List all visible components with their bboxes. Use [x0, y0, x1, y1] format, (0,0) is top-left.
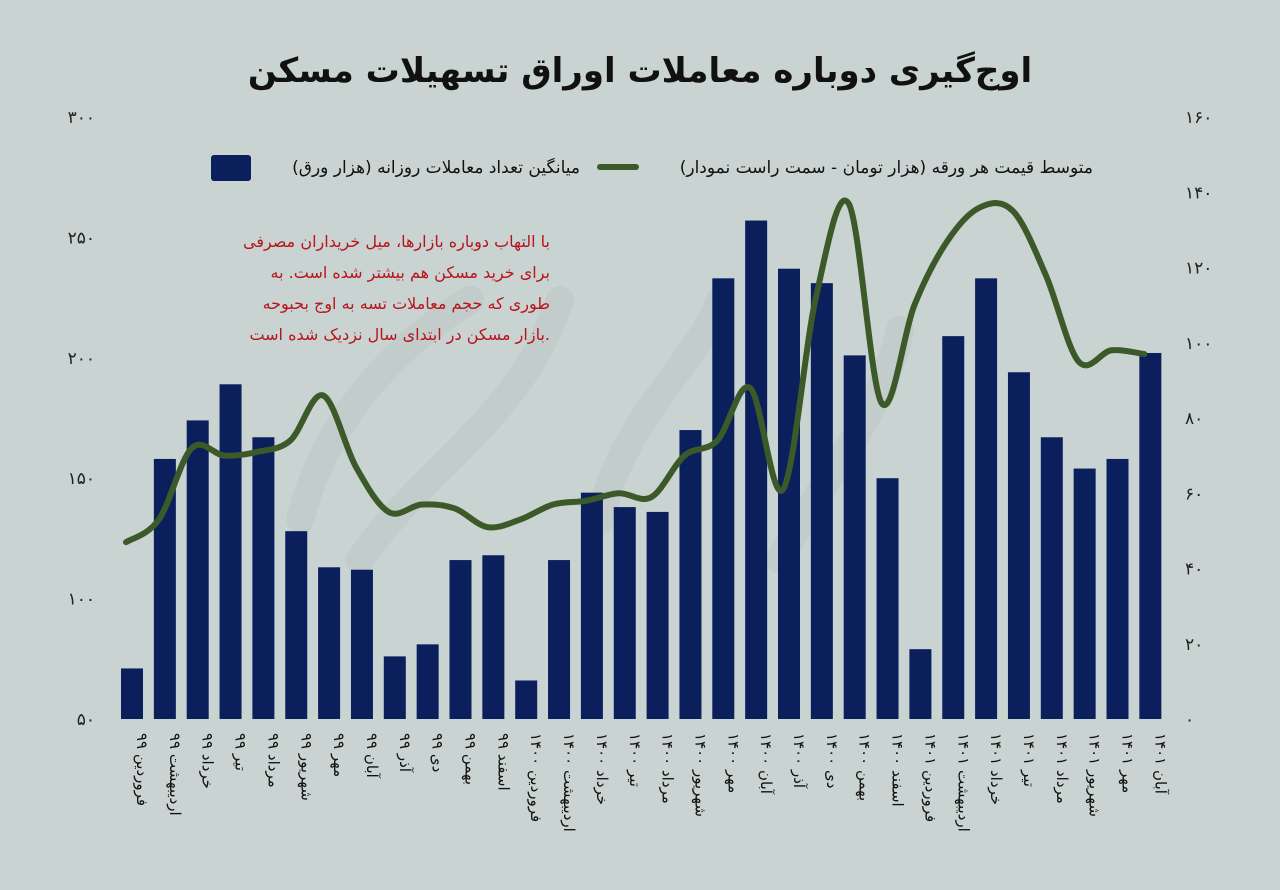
x-tick-label: فروردین ۱۴۰۰ [527, 733, 545, 822]
left-axis-ticks: ۵۰ ۱۰۰ ۱۵۰ ۲۰۰ ۲۵۰ ۳۰۰ [68, 108, 95, 730]
annotation-line: برای خرید مسکن هم بیشتر شده است. به [271, 263, 550, 283]
x-tick-label: اردیبهشت ۹۹ [166, 733, 184, 816]
legend-bar-swatch [211, 155, 251, 181]
right-tick-label: ۲۰ [1185, 635, 1203, 655]
annotation-line: با التهاب دوباره بازارها، میل خریداران م… [243, 232, 550, 252]
annotation-line: بازار مسکن در ابتدای سال نزدیک شده است. [249, 325, 550, 345]
left-tick-label: ۲۰۰ [68, 349, 95, 369]
bar [219, 384, 242, 719]
bar [285, 531, 308, 719]
left-tick-label: ۳۰۰ [68, 108, 95, 128]
price-line [123, 197, 1148, 546]
x-tick-label: خرداد ۹۹ [199, 733, 217, 789]
bar [712, 278, 735, 719]
bar [778, 268, 800, 719]
x-tick-label: مرداد ۱۴۰۱ [1053, 733, 1071, 804]
bar [745, 220, 768, 719]
bar [909, 649, 932, 719]
watermark-logo [286, 286, 914, 574]
left-tick-label: ۵۰ [77, 710, 95, 730]
bar [1139, 352, 1162, 719]
left-tick-label: ۱۵۰ [68, 469, 95, 489]
watermark [286, 286, 914, 574]
bar [121, 668, 143, 719]
x-tick-label: تیر ۹۹ [232, 733, 250, 771]
x-tick-label: مهر ۱۴۰۰ [724, 733, 742, 793]
bar [843, 355, 866, 719]
bar [548, 560, 571, 719]
x-tick-label: مرداد ۱۴۰۰ [659, 733, 677, 804]
x-tick-label: تیر ۱۴۰۱ [1020, 733, 1038, 787]
bar [186, 420, 209, 719]
x-axis-labels: فروردین ۹۹ اردیبهشت ۹۹ خرداد ۹۹ تیر ۹۹ مرداد… [133, 733, 1169, 832]
bar [1007, 372, 1030, 719]
right-tick-label: ۰ [1185, 710, 1194, 730]
x-tick-label: آبان ۱۴۰۱ [1151, 733, 1169, 795]
bar [613, 507, 636, 719]
bar [252, 437, 275, 719]
x-tick-label: شهریور ۱۴۰۱ [1086, 733, 1104, 817]
right-tick-label: ۶۰ [1185, 484, 1203, 504]
bar [679, 430, 702, 719]
x-tick-label: اردیبهشت ۱۴۰۰ [560, 733, 578, 832]
x-tick-label: خرداد ۱۴۰۰ [593, 733, 611, 805]
x-tick-label: بهمن ۱۴۰۰ [856, 733, 874, 801]
x-tick-label: آذر ۹۹ [396, 733, 414, 773]
x-tick-label: شهریور ۱۴۰۰ [691, 733, 709, 817]
bar [975, 278, 998, 719]
x-tick-label: آذر ۱۴۰۰ [790, 733, 808, 789]
bar [810, 283, 833, 719]
bar [580, 492, 603, 719]
x-tick-label: بهمن ۹۹ [462, 733, 480, 785]
right-tick-label: ۴۰ [1185, 560, 1203, 580]
x-tick-label: مهر ۹۹ [330, 733, 348, 777]
x-tick-label: خرداد ۱۴۰۱ [987, 733, 1005, 805]
right-tick-label: ۸۰ [1185, 409, 1203, 429]
right-axis-ticks: ۰ ۲۰ ۴۰ ۶۰ ۸۰ ۱۰۰ ۱۲۰ ۱۴۰ ۱۶۰ [1185, 108, 1212, 730]
bar [350, 569, 373, 719]
bar [416, 644, 439, 719]
x-tick-label: اسفند ۹۹ [494, 733, 512, 791]
left-tick-label: ۲۵۰ [68, 228, 95, 248]
x-tick-label: فروردین ۱۴۰۱ [921, 733, 939, 822]
x-tick-label: اسفند ۱۴۰۰ [889, 733, 907, 807]
x-tick-label: دی ۹۹ [429, 733, 447, 772]
line-series [123, 197, 1148, 546]
bar [515, 680, 538, 719]
bar-series [121, 220, 1162, 719]
bar [1073, 468, 1096, 719]
chart-title: اوج‌گیری دوباره معاملات اوراق تسهیلات مس… [248, 51, 1032, 91]
x-tick-label: مهر ۱۴۰۱ [1119, 733, 1137, 793]
x-tick-label: آبان ۹۹ [363, 733, 381, 779]
bar [482, 555, 505, 719]
right-tick-label: ۱۶۰ [1185, 108, 1212, 128]
legend-bar-label: میانگین تعداد معاملات روزانه (هزار ورق) [292, 157, 580, 178]
annotation-line: طوری که حجم معاملات تسه به اوج بحبوحه [263, 294, 550, 314]
right-tick-label: ۱۴۰ [1185, 183, 1212, 203]
x-tick-label: مرداد ۹۹ [264, 733, 282, 788]
right-tick-label: ۱۰۰ [1185, 334, 1212, 354]
legend-line-label: متوسط قیمت هر ورقه (هزار تومان - سمت راس… [680, 158, 1093, 178]
bar [383, 656, 406, 719]
bar [153, 458, 176, 719]
x-tick-label: دی ۱۴۰۰ [823, 733, 841, 788]
x-tick-label: تیر ۱۴۰۰ [626, 733, 644, 787]
x-tick-label: فروردین ۹۹ [133, 733, 151, 806]
bar [449, 560, 472, 719]
x-tick-label: اردیبهشت ۱۴۰۱ [954, 733, 972, 832]
annotation: با التهاب دوباره بازارها، میل خریداران م… [243, 232, 550, 345]
bar [646, 511, 669, 719]
bar [1040, 437, 1063, 719]
bar [318, 567, 341, 719]
left-tick-label: ۱۰۰ [68, 590, 95, 610]
x-tick-label: آبان ۱۴۰۰ [757, 733, 775, 795]
bar [876, 478, 899, 719]
right-tick-label: ۱۲۰ [1185, 259, 1212, 279]
bar [1106, 458, 1129, 719]
x-tick-label: شهریور ۹۹ [297, 733, 315, 801]
bar [942, 336, 965, 719]
legend: متوسط قیمت هر ورقه (هزار تومان - سمت راس… [211, 155, 1093, 181]
